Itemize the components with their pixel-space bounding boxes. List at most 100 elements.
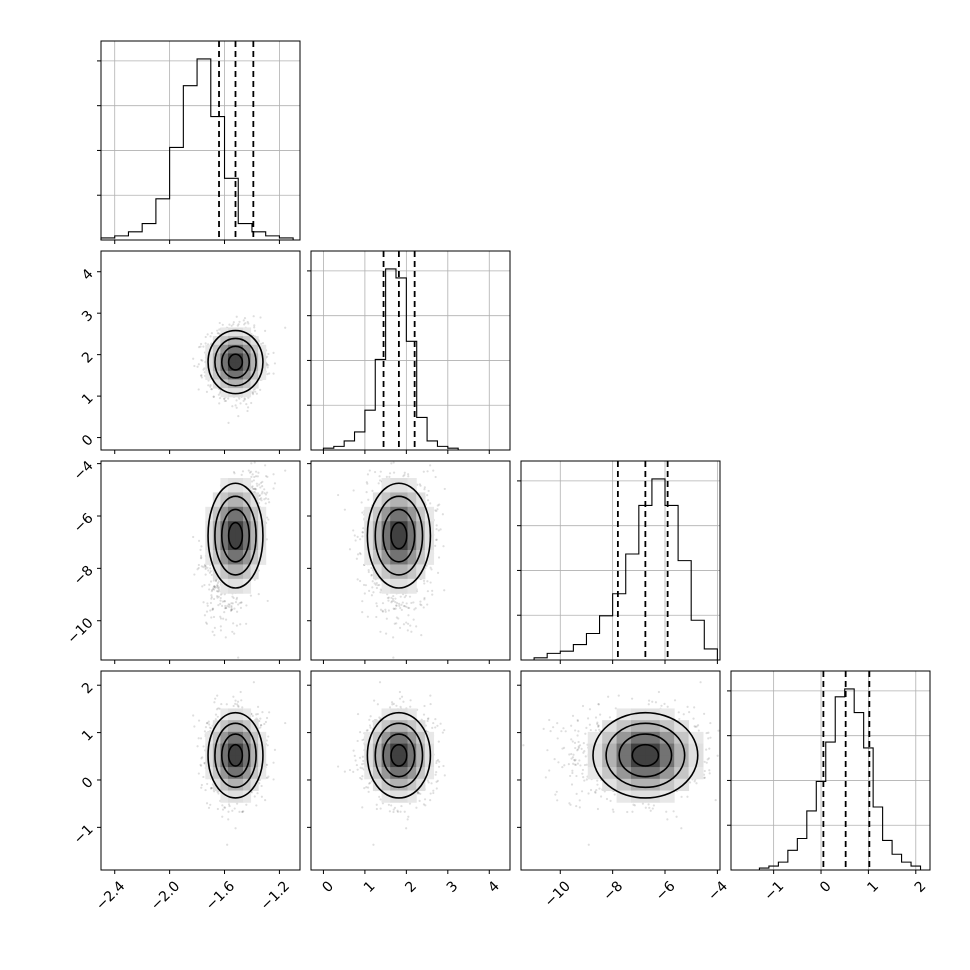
density-cell [227, 521, 236, 537]
density-cell [243, 388, 252, 398]
sample-point [221, 323, 224, 326]
sample-point [429, 464, 432, 467]
sample-point [423, 486, 426, 489]
sample-point [251, 391, 254, 395]
sample-point [435, 524, 438, 527]
sample-point [265, 491, 269, 494]
sample-point [201, 585, 204, 588]
density-cell [243, 578, 252, 594]
sample-point [267, 364, 270, 367]
sample-point [412, 601, 415, 604]
sample-point [230, 606, 233, 609]
sample-point [355, 557, 358, 560]
sample-point [192, 357, 195, 360]
sample-point [237, 415, 240, 418]
sample-point [263, 488, 266, 491]
sample-point [385, 617, 388, 620]
sample-point [242, 399, 245, 402]
sample-point [259, 486, 262, 489]
sample-point [224, 636, 227, 639]
sample-point [264, 493, 268, 496]
density-cell [227, 492, 236, 508]
density-cell [220, 564, 229, 580]
sample-point [398, 626, 402, 629]
density-cell [235, 578, 244, 594]
sample-point [210, 342, 213, 345]
density-cell [227, 344, 236, 354]
density-cell [235, 362, 244, 372]
sample-point [217, 580, 220, 583]
density-cell [235, 492, 244, 508]
sample-point [199, 554, 203, 557]
sample-point [272, 487, 275, 490]
density-cell [220, 535, 229, 551]
sample-point [218, 328, 221, 331]
density-cell [258, 550, 267, 565]
density-cell [250, 521, 259, 537]
sample-point [379, 630, 382, 633]
hist-frame-0 [100, 40, 301, 241]
sample-point [200, 374, 203, 377]
sample-point [260, 342, 263, 345]
sample-point [432, 469, 435, 472]
sample-point [260, 492, 263, 495]
sample-point [390, 462, 393, 465]
sample-point [371, 580, 374, 583]
sample-point [259, 481, 263, 485]
sample-point [196, 365, 199, 368]
sample-point [343, 508, 346, 511]
sample-point [403, 605, 406, 608]
sample-point [370, 573, 373, 577]
density-cell [227, 336, 236, 346]
sample-point [231, 608, 234, 611]
sample-point [371, 586, 374, 589]
sample-point [215, 589, 219, 593]
sample-point [250, 475, 253, 478]
sample-point [205, 610, 209, 613]
sample-point [405, 621, 408, 624]
sample-point [393, 607, 396, 611]
density-cell [212, 379, 221, 389]
sample-point [261, 342, 265, 345]
sample-point [403, 471, 406, 474]
sample-point [259, 388, 262, 391]
sample-point [226, 605, 229, 608]
sample-point [405, 605, 408, 608]
sample-point [213, 585, 216, 588]
sample-point [408, 595, 412, 598]
sample-point [352, 529, 355, 532]
sample-point [410, 601, 413, 605]
sample-point [200, 545, 203, 548]
sample-point [235, 596, 239, 599]
sample-point [361, 611, 364, 614]
sample-point [366, 615, 369, 618]
sample-point [254, 488, 257, 491]
sample-point [216, 596, 219, 599]
sample-point [225, 606, 228, 610]
sample-point [375, 615, 378, 619]
density-cell [250, 535, 259, 551]
sample-point [366, 473, 370, 476]
sample-point [212, 579, 215, 582]
sample-point [200, 358, 203, 362]
sample-point [254, 488, 258, 491]
sample-point [254, 390, 257, 393]
sample-point [246, 409, 249, 413]
sample-point [256, 475, 259, 478]
sample-point [381, 602, 385, 605]
sample-point [238, 602, 241, 605]
sample-point [378, 583, 381, 587]
sample-point [234, 404, 237, 407]
sample-point [390, 596, 393, 599]
sample-point [216, 584, 219, 587]
density-cell [243, 521, 252, 537]
sample-point [360, 501, 363, 504]
sample-point [361, 511, 364, 514]
sample-point [230, 608, 233, 611]
scatter-frame-1-0 [100, 250, 301, 451]
sample-point [227, 605, 231, 608]
sample-point [443, 589, 446, 592]
sample-point [390, 601, 393, 604]
sample-point [231, 595, 234, 598]
sample-point [235, 610, 239, 613]
